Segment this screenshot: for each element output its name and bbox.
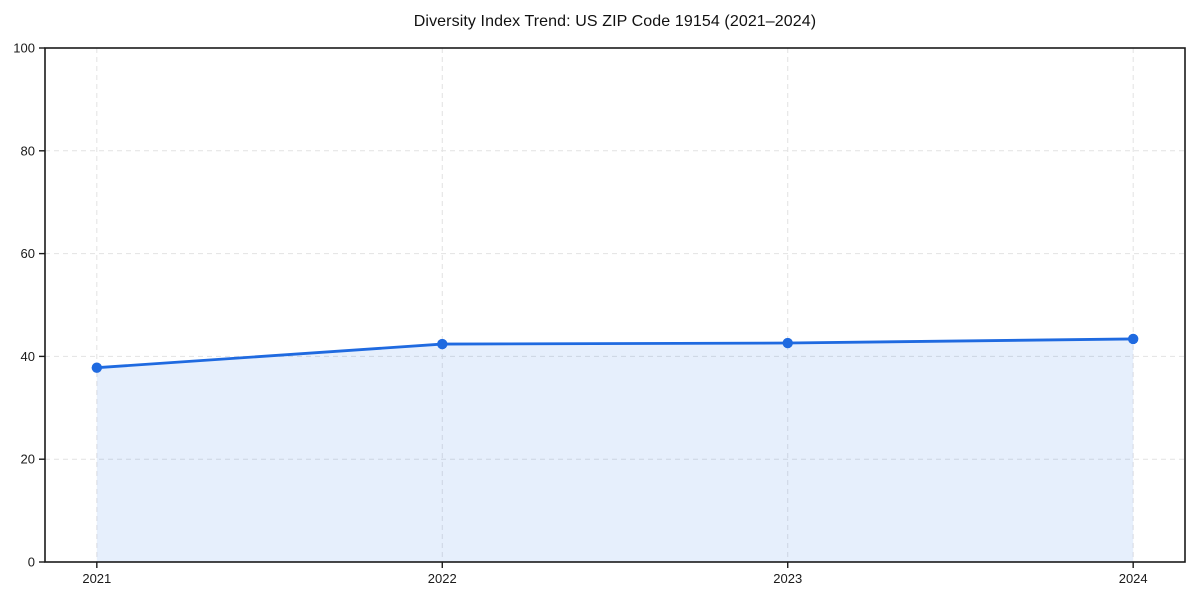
y-tick-label: 80 — [21, 143, 35, 158]
y-tick-label: 0 — [28, 555, 35, 570]
chart-title: Diversity Index Trend: US ZIP Code 19154… — [413, 13, 817, 30]
data-point-marker — [91, 362, 103, 373]
y-tick-label: 60 — [21, 246, 35, 261]
trend-line — [95, 337, 1135, 370]
y-tick-label: 40 — [21, 349, 35, 364]
data-point-marker — [437, 338, 448, 350]
x-tick-label: 2023 — [773, 571, 802, 586]
data-point-marker — [1127, 333, 1139, 345]
x-tick-label: 2021 — [82, 571, 111, 586]
y-tick-label: 20 — [21, 452, 35, 467]
x-tick-label: 2022 — [428, 571, 457, 586]
y-tick-label: 100 — [13, 41, 35, 56]
data-point-marker — [782, 337, 793, 349]
x-tick-label: 2024 — [1119, 571, 1148, 586]
area-fill — [96, 338, 1134, 562]
plot-border — [44, 47, 1186, 563]
